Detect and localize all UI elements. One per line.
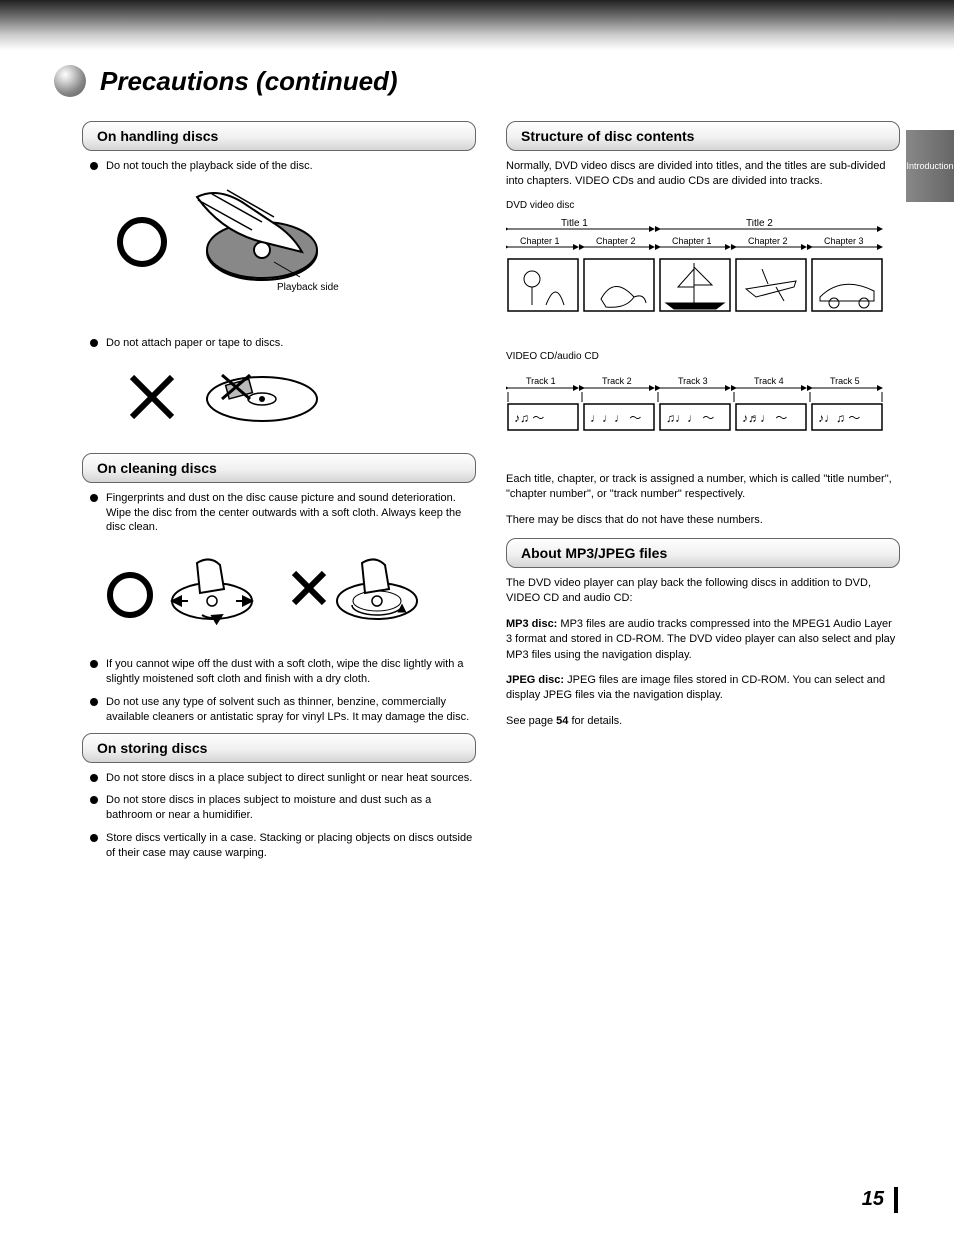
svg-text:Chapter 1: Chapter 1 <box>520 236 560 246</box>
bullet-dot-icon <box>90 339 98 347</box>
bullet-dot-icon <box>90 494 98 502</box>
bullet-dot-icon <box>90 774 98 782</box>
sphere-decoration <box>54 65 86 97</box>
svg-text:♩♩♩ ～: ♩♩♩ ～ <box>590 411 641 425</box>
side-tab: Introduction <box>906 130 954 202</box>
structure-p2: Each title, chapter, or track is assigne… <box>506 472 900 503</box>
header-structure: Structure of disc contents <box>506 121 900 151</box>
illustration-hold-disc: Playback side <box>102 182 476 322</box>
header-handling: On handling discs <box>82 121 476 151</box>
bullet-storing-2: Do not store discs in places subject to … <box>90 793 476 823</box>
see-lead: See page <box>506 715 553 727</box>
svg-text:Track 5: Track 5 <box>830 376 860 386</box>
mp3-b2: JPEG disc: JPEG files are image files st… <box>506 673 900 704</box>
mp3-body1: MP3 files are audio tracks compressed in… <box>506 618 895 661</box>
svg-text:Chapter 2: Chapter 2 <box>596 236 636 246</box>
svg-text:Track 2: Track 2 <box>602 376 632 386</box>
title2-label: Title 2 <box>746 219 773 229</box>
svg-text:Chapter 3: Chapter 3 <box>824 236 864 246</box>
illustration-no-tape <box>102 359 476 439</box>
bullet-text: Do not touch the playback side of the di… <box>106 159 476 174</box>
svg-text:Track 1: Track 1 <box>526 376 556 386</box>
see-page: 54 <box>556 715 568 727</box>
cd-label: VIDEO CD/audio CD <box>506 351 900 362</box>
page-number: 15 <box>862 1188 884 1211</box>
bullet-text: If you cannot wipe off the dust with a s… <box>106 657 476 687</box>
structure-p3: There may be discs that do not have thes… <box>506 513 900 528</box>
page-title-row: Precautions (continued) <box>54 65 954 97</box>
bullet-text: Fingerprints and dust on the disc cause … <box>106 491 476 536</box>
bullet-cleaning-2: If you cannot wipe off the dust with a s… <box>90 657 476 687</box>
playback-side-label: Playback side <box>277 282 339 293</box>
header-cleaning: On cleaning discs <box>82 453 476 483</box>
bullet-text: Do not store discs in places subject to … <box>106 793 476 823</box>
svg-text:Track 3: Track 3 <box>678 376 708 386</box>
bullet-text: Do not store discs in a place subject to… <box>106 771 476 786</box>
bullet-storing-1: Do not store discs in a place subject to… <box>90 771 476 786</box>
svg-text:♪♫ ～: ♪♫ ～ <box>514 411 544 425</box>
content-columns: On handling discs Do not touch the playb… <box>82 121 900 869</box>
bullet-text: Store discs vertically in a case. Stacki… <box>106 831 476 861</box>
mp3-b1: MP3 disc: MP3 files are audio tracks com… <box>506 617 900 663</box>
jpeg-lead: JPEG disc: <box>506 674 564 686</box>
svg-text:Chapter 2: Chapter 2 <box>748 236 788 246</box>
svg-text:Chapter 1: Chapter 1 <box>672 236 712 246</box>
bullet-dot-icon <box>90 660 98 668</box>
see-tail: for details. <box>571 715 622 727</box>
bullet-handling-1: Do not touch the playback side of the di… <box>90 159 476 174</box>
cd-diagram: Track 1 Track 2 Track 3 Track 4 Track 5 <box>506 370 900 450</box>
right-column: Structure of disc contents Normally, DVD… <box>506 121 900 869</box>
bullet-dot-icon <box>90 698 98 706</box>
mp3-see: See page 54 for details. <box>506 714 900 729</box>
structure-p1: Normally, DVD video discs are divided in… <box>506 159 900 190</box>
dvd-label: DVD video disc <box>506 200 900 211</box>
header-mp3jpeg: About MP3/JPEG files <box>506 538 900 568</box>
bullet-dot-icon <box>90 162 98 170</box>
svg-text:♫♩♩ ～: ♫♩♩ ～ <box>666 411 714 425</box>
bullet-text: Do not use any type of solvent such as t… <box>106 695 476 725</box>
mp3-lead: MP3 disc: <box>506 618 557 630</box>
bullet-cleaning-3: Do not use any type of solvent such as t… <box>90 695 476 725</box>
top-gradient-bar <box>0 0 954 50</box>
bullet-cleaning-1: Fingerprints and dust on the disc cause … <box>90 491 476 536</box>
bullet-dot-icon <box>90 834 98 842</box>
mp3-intro: The DVD video player can play back the f… <box>506 576 900 607</box>
bullet-handling-2: Do not attach paper or tape to discs. <box>90 336 476 351</box>
page-title: Precautions (continued) <box>100 66 398 97</box>
dvd-diagram: Title 1 Title 2 Chapter 1 Chapter 2 Chap… <box>506 219 900 329</box>
bullet-dot-icon <box>90 796 98 804</box>
header-storing: On storing discs <box>82 733 476 763</box>
svg-text:Track 4: Track 4 <box>754 376 784 386</box>
bullet-storing-3: Store discs vertically in a case. Stacki… <box>90 831 476 861</box>
page-number-bar <box>894 1187 898 1213</box>
illustration-wipe-disc <box>102 543 476 643</box>
svg-text:♪♬♩ ～: ♪♬♩ ～ <box>742 411 787 425</box>
left-column: On handling discs Do not touch the playb… <box>82 121 476 869</box>
title1-label: Title 1 <box>561 219 588 229</box>
bullet-text: Do not attach paper or tape to discs. <box>106 336 476 351</box>
svg-text:♪♩♫ ～: ♪♩♫ ～ <box>818 411 860 425</box>
